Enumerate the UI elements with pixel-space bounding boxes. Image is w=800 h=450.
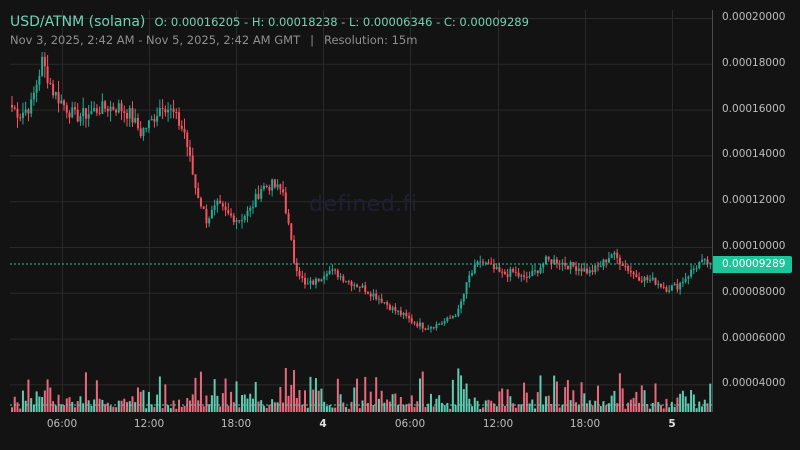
current-price-tag: 0.00009289 <box>713 256 792 273</box>
date-range: Nov 3, 2025, 2:42 AM - Nov 5, 2025, 2:42… <box>10 33 301 47</box>
time-tick: 12:00 <box>133 418 165 430</box>
ohlc-values: O: 0.00016205 - H: 0.00018238 - L: 0.000… <box>154 15 529 29</box>
time-tick-day: 4 <box>319 418 327 430</box>
time-tick: 06:00 <box>394 418 426 430</box>
time-tick: 18:00 <box>220 418 252 430</box>
price-tick: 0.00010000 <box>722 240 786 252</box>
watermark: defined.fi <box>309 192 418 217</box>
price-tick: 0.00004000 <box>722 377 786 389</box>
price-tick: 0.00006000 <box>722 332 786 344</box>
resolution-label: Resolution: 15m <box>324 33 418 47</box>
time-tick-day: 5 <box>668 418 676 430</box>
price-tick: 0.00016000 <box>722 103 786 115</box>
candlesticks <box>11 52 712 333</box>
price-tick: 0.00014000 <box>722 148 786 160</box>
price-tick: 0.00018000 <box>722 57 786 69</box>
time-tick: 06:00 <box>46 418 78 430</box>
symbol-title: USD/ATNM (solana) <box>10 14 146 30</box>
separator: | <box>310 33 314 47</box>
volume-bars <box>11 368 712 412</box>
chart-grid <box>10 10 712 412</box>
chart-subtitle: Nov 3, 2025, 2:42 AM - Nov 5, 2025, 2:42… <box>10 33 417 47</box>
chart-legend: USD/ATNM (solana) O: 0.00016205 - H: 0.0… <box>10 11 529 30</box>
time-tick: 12:00 <box>482 418 514 430</box>
price-tick: 0.00012000 <box>722 194 786 206</box>
time-tick: 18:00 <box>569 418 601 430</box>
price-tick: 0.00020000 <box>722 11 786 23</box>
price-tick: 0.00008000 <box>722 286 786 298</box>
